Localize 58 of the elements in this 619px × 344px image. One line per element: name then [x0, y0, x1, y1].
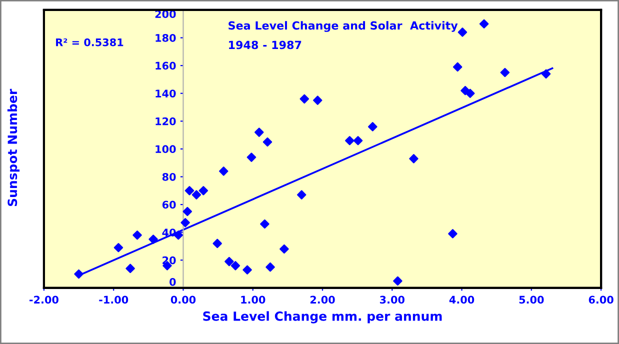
point: [192, 190, 202, 200]
point: [458, 28, 468, 37]
y-tick-label: 120: [156, 117, 176, 126]
point: [280, 244, 289, 254]
y-axis-title: Sunspot Number: [7, 88, 20, 206]
y-tick-label: 100: [156, 145, 176, 154]
point: [182, 206, 192, 216]
point: [114, 243, 124, 252]
point: [242, 265, 252, 274]
point: [345, 136, 354, 146]
point: [353, 136, 363, 146]
x-tick-label: 1.00: [241, 296, 266, 304]
point: [262, 137, 272, 147]
point: [180, 218, 190, 228]
text: Sea Level Change and Solar Activity: [228, 21, 458, 32]
point: [224, 256, 234, 266]
point: [448, 229, 458, 238]
point: [368, 122, 378, 132]
point: [452, 62, 462, 72]
point: [479, 19, 489, 28]
point: [500, 68, 510, 78]
y-tick-label: 60: [162, 200, 176, 209]
point: [132, 230, 142, 240]
point: [260, 219, 270, 229]
x-axis-title: Sea Level Change mm. per annum: [203, 311, 442, 324]
x-tick-label: 4.00: [449, 296, 474, 304]
annotation: R² = 0.5381: [56, 38, 124, 46]
point: [246, 152, 256, 162]
point: [393, 276, 402, 286]
point: [541, 69, 551, 79]
point: [198, 186, 208, 196]
y-tick-label: 80: [162, 172, 176, 181]
x-tick-label: -1.00: [99, 296, 128, 304]
point: [218, 166, 228, 176]
x-tick-label: 0.00: [170, 296, 196, 304]
y-tick-label: 140: [156, 90, 176, 98]
point: [254, 128, 264, 137]
x-tick-label: -2.00: [30, 296, 58, 304]
x-tick-label: 2.00: [310, 296, 335, 304]
point: [466, 88, 475, 98]
y-tick-label: 0: [170, 278, 176, 286]
point: [74, 269, 84, 279]
point: [230, 261, 240, 270]
point: [184, 186, 194, 196]
point: [212, 238, 222, 248]
y-tick-label: 180: [156, 34, 176, 42]
point: [126, 264, 135, 274]
point: [313, 96, 322, 105]
x-tick-label: 5.00: [519, 296, 544, 304]
x-tick-label: 6.00: [588, 296, 614, 304]
point: [148, 234, 158, 244]
point: [300, 94, 310, 104]
x-tick-label: 3.00: [380, 296, 404, 304]
point: [409, 154, 418, 164]
point: [296, 190, 306, 200]
y-tick-label: 160: [156, 62, 176, 70]
text: 1948 - 1987: [229, 40, 302, 50]
point: [266, 262, 275, 272]
